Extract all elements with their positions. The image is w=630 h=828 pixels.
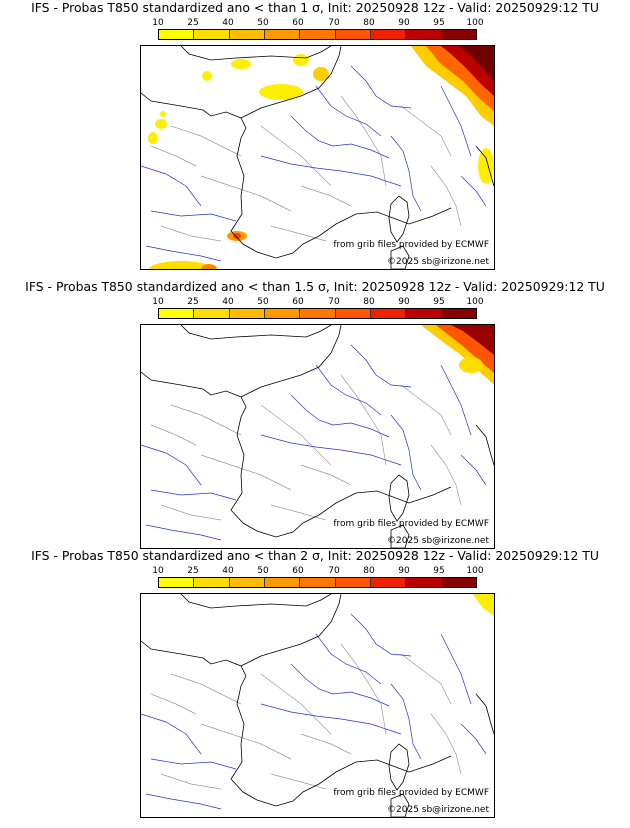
- colorbar-tick-label: 70: [328, 18, 340, 28]
- colorbar-tick-label: 40: [222, 18, 234, 28]
- colorbar-tick-label: 60: [292, 297, 304, 307]
- colorbar-tick-label: 95: [433, 297, 445, 307]
- colorbar-cell: [263, 30, 300, 39]
- colorbar-cell: [334, 30, 370, 39]
- colorbar-cell: [263, 578, 300, 587]
- panel-title: IFS - Probas T850 standardized ano < tha…: [31, 548, 599, 563]
- colorbar-cell: [405, 309, 441, 318]
- colorbar-cell: [405, 578, 441, 587]
- colorbar-tick-label: 10: [152, 18, 164, 28]
- colorbar-tick-label: 90: [398, 566, 410, 576]
- colorbar-cell: [263, 309, 300, 318]
- colorbar-cell: [159, 578, 194, 587]
- colorbar-cell: [369, 309, 406, 318]
- colorbar-tick-label: 90: [398, 297, 410, 307]
- copyright-credit: ©2025 sb@irizone.net: [387, 257, 489, 267]
- colorbar-cell: [334, 578, 370, 587]
- colorbar-tick-label: 50: [257, 297, 269, 307]
- colorbar-tick-label: 25: [187, 566, 199, 576]
- colorbar-labels: 10 25 40 50 60 70 80 90 95 100: [152, 18, 483, 28]
- source-credit: from grib files provided by ECMWF: [333, 788, 489, 798]
- colorbar-tick-label: 40: [222, 297, 234, 307]
- colorbar-tick-label: 10: [152, 297, 164, 307]
- colorbar-cell: [334, 309, 370, 318]
- colorbar-tick-label: 40: [222, 566, 234, 576]
- copyright-credit: ©2025 sb@irizone.net: [387, 805, 489, 815]
- colorbar-tick-label: 25: [187, 18, 199, 28]
- colorbar-tick-label: 95: [433, 566, 445, 576]
- panel-title: IFS - Probas T850 standardized ano < tha…: [25, 279, 605, 294]
- probability-map: from grib files provided by ECMWF ©2025 s…: [140, 45, 495, 270]
- colorbar-tick-label: 80: [363, 297, 375, 307]
- colorbar-tick-label: 50: [257, 18, 269, 28]
- colorbar-cell: [228, 578, 264, 587]
- colorbar-cell: [193, 578, 229, 587]
- colorbar-cell: [299, 578, 335, 587]
- colorbar-tick-label: 95: [433, 18, 445, 28]
- colorbar: [158, 29, 477, 40]
- colorbar-cell: [159, 30, 194, 39]
- colorbar-cell: [228, 30, 264, 39]
- colorbar-tick-label: 70: [328, 297, 340, 307]
- colorbar-tick-label: 50: [257, 566, 269, 576]
- colorbar-cell: [440, 309, 476, 318]
- colorbar-tick-label: 100: [466, 566, 484, 576]
- colorbar-labels: 10 25 40 50 60 70 80 90 95 100: [152, 566, 483, 576]
- colorbar-tick-label: 10: [152, 566, 164, 576]
- panel-title: IFS - Probas T850 standardized ano < tha…: [31, 0, 599, 15]
- colorbar-cell: [193, 30, 229, 39]
- colorbar-tick-label: 80: [363, 18, 375, 28]
- colorbar-cell: [299, 309, 335, 318]
- probability-map: from grib files provided by ECMWF ©2025 s…: [140, 324, 495, 549]
- colorbar-cell: [228, 309, 264, 318]
- colorbar-tick-label: 100: [466, 18, 484, 28]
- probability-map: from grib files provided by ECMWF ©2025 s…: [140, 593, 495, 818]
- colorbar-cell: [159, 309, 194, 318]
- colorbar-cell: [299, 30, 335, 39]
- colorbar-tick-label: 60: [292, 566, 304, 576]
- map-panel-3: IFS - Probas T850 standardized ano < tha…: [0, 548, 630, 818]
- copyright-credit: ©2025 sb@irizone.net: [387, 536, 489, 546]
- map-panel-1: IFS - Probas T850 standardized ano < tha…: [0, 0, 630, 270]
- colorbar-cell: [440, 578, 476, 587]
- map-panel-2: IFS - Probas T850 standardized ano < tha…: [0, 279, 630, 549]
- source-credit: from grib files provided by ECMWF: [333, 519, 489, 529]
- colorbar-tick-label: 100: [466, 297, 484, 307]
- colorbar-cell: [405, 30, 441, 39]
- colorbar-tick-label: 80: [363, 566, 375, 576]
- colorbar-labels: 10 25 40 50 60 70 80 90 95 100: [152, 297, 483, 307]
- colorbar-tick-label: 60: [292, 18, 304, 28]
- colorbar: [158, 577, 477, 588]
- colorbar: [158, 308, 477, 319]
- colorbar-cell: [369, 578, 406, 587]
- source-credit: from grib files provided by ECMWF: [333, 240, 489, 250]
- colorbar-tick-label: 25: [187, 297, 199, 307]
- colorbar-tick-label: 90: [398, 18, 410, 28]
- colorbar-cell: [369, 30, 406, 39]
- colorbar-cell: [193, 309, 229, 318]
- colorbar-tick-label: 70: [328, 566, 340, 576]
- colorbar-cell: [440, 30, 476, 39]
